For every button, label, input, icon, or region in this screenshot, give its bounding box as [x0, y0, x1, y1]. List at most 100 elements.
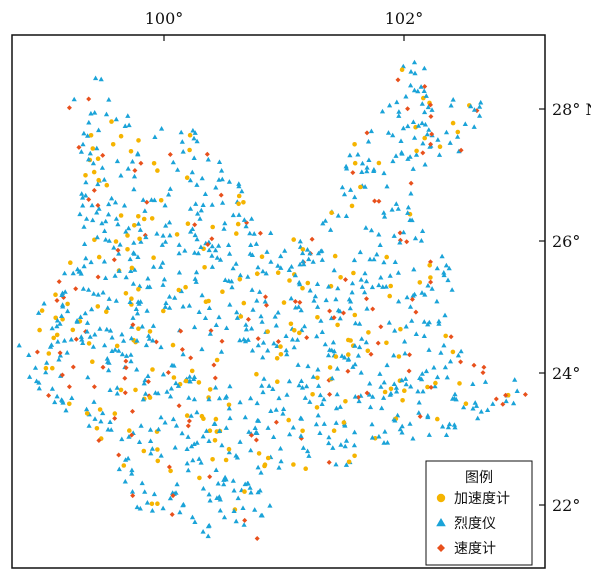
intensity-station-marker: [435, 137, 441, 142]
accelerometer-station-marker: [352, 453, 357, 459]
intensity-station-marker: [273, 407, 279, 412]
accelerometer-station-marker: [226, 446, 232, 452]
intensity-station-marker: [217, 428, 223, 433]
intensity-station-marker: [109, 334, 115, 340]
intensity-station-marker: [427, 144, 433, 149]
accelerometer-station-marker: [147, 395, 153, 400]
intensity-station-marker: [425, 321, 431, 327]
intensity-station-marker: [461, 404, 467, 410]
accelerometer-station-marker: [53, 315, 58, 321]
legend-title: 图例: [465, 470, 493, 486]
intensity-station-marker: [258, 470, 264, 475]
intensity-station-marker: [226, 242, 232, 247]
intensity-station-marker: [136, 301, 142, 306]
intensity-station-marker: [366, 157, 372, 162]
velocity-station-marker: [309, 236, 315, 242]
intensity-station-marker: [367, 404, 374, 410]
velocity-station-marker: [375, 340, 381, 346]
velocity-station-marker: [408, 180, 414, 186]
velocity-station-marker: [178, 328, 184, 334]
velocity-station-marker: [86, 197, 92, 202]
intensity-station-marker: [425, 413, 431, 418]
accelerometer-station-marker: [275, 379, 280, 385]
intensity-station-marker: [306, 256, 312, 262]
intensity-station-marker: [60, 303, 66, 309]
intensity-station-marker: [80, 202, 86, 208]
accelerometer-station-marker: [50, 365, 55, 371]
intensity-station-marker: [390, 158, 396, 164]
accelerometer-station-marker: [155, 458, 161, 464]
intensity-station-marker: [189, 514, 196, 520]
accelerometer-station-marker: [343, 399, 348, 404]
intensity-station-marker: [381, 379, 387, 385]
accelerometer-station-marker: [291, 462, 296, 467]
intensity-station-marker: [268, 408, 274, 413]
intensity-station-marker: [357, 321, 363, 326]
accelerometer-station-marker: [213, 416, 219, 422]
intensity-station-marker: [95, 181, 101, 187]
intensity-station-marker: [277, 445, 284, 451]
intensity-station-marker: [423, 93, 429, 98]
intensity-station-marker: [248, 447, 254, 453]
intensity-station-marker: [410, 166, 416, 171]
accelerometer-station-marker: [346, 459, 352, 465]
accelerometer-station-marker: [46, 351, 52, 356]
intensity-station-marker: [307, 287, 313, 293]
accelerometer-station-marker: [254, 371, 259, 377]
intensity-station-marker: [70, 270, 76, 276]
intensity-station-marker: [330, 339, 336, 345]
intensity-station-marker: [408, 69, 414, 74]
intensity-station-marker: [96, 127, 102, 133]
velocity-station-marker: [132, 168, 138, 173]
velocity-station-marker: [123, 365, 129, 371]
velocity-station-marker: [429, 131, 435, 137]
accelerometer-station-marker: [70, 327, 76, 333]
intensity-station-marker: [376, 231, 382, 237]
intensity-station-marker: [116, 268, 122, 273]
intensity-station-marker: [144, 308, 150, 313]
intensity-station-marker: [262, 298, 268, 304]
accelerometer-station-marker: [95, 156, 101, 161]
intensity-station-marker: [282, 248, 288, 253]
intensity-station-marker: [54, 323, 60, 329]
x-tick-label: 100°: [145, 9, 184, 28]
intensity-station-marker: [168, 385, 174, 391]
accelerometer-station-marker: [262, 463, 267, 469]
intensity-station-marker: [216, 243, 222, 248]
velocity-station-marker: [417, 414, 423, 419]
intensity-station-marker: [482, 379, 489, 384]
intensity-station-marker: [243, 322, 249, 327]
velocity-station-marker: [179, 347, 185, 352]
accelerometer-station-marker: [398, 326, 403, 332]
accelerometer-station-marker: [155, 447, 160, 452]
accelerometer-station-marker: [428, 275, 433, 280]
intensity-station-marker: [80, 286, 86, 291]
intensity-station-marker: [352, 361, 358, 367]
intensity-station-marker: [259, 383, 265, 388]
intensity-station-marker: [192, 324, 198, 330]
accelerometer-station-marker: [136, 326, 141, 332]
intensity-station-marker: [76, 269, 82, 274]
intensity-station-marker: [163, 300, 169, 305]
intensity-station-marker: [233, 518, 239, 524]
velocity-station-marker: [57, 350, 63, 356]
intensity-station-marker: [334, 366, 340, 371]
intensity-station-marker: [105, 211, 112, 217]
intensity-station-marker: [337, 315, 343, 321]
accelerometer-station-marker: [176, 287, 182, 293]
intensity-station-marker: [411, 87, 418, 93]
intensity-station-marker: [407, 304, 414, 309]
intensity-station-marker: [381, 259, 387, 265]
intensity-station-marker: [426, 347, 432, 352]
accelerometer-station-marker: [384, 254, 390, 260]
intensity-station-marker: [335, 213, 341, 218]
intensity-station-marker: [371, 167, 377, 172]
intensity-station-marker: [32, 365, 39, 370]
intensity-station-marker: [114, 385, 120, 390]
intensity-station-marker: [219, 168, 225, 173]
velocity-station-marker: [116, 452, 122, 458]
accelerometer-station-marker: [388, 386, 394, 392]
velocity-station-marker: [192, 222, 198, 228]
intensity-station-marker: [192, 276, 198, 281]
intensity-station-marker: [396, 113, 402, 118]
